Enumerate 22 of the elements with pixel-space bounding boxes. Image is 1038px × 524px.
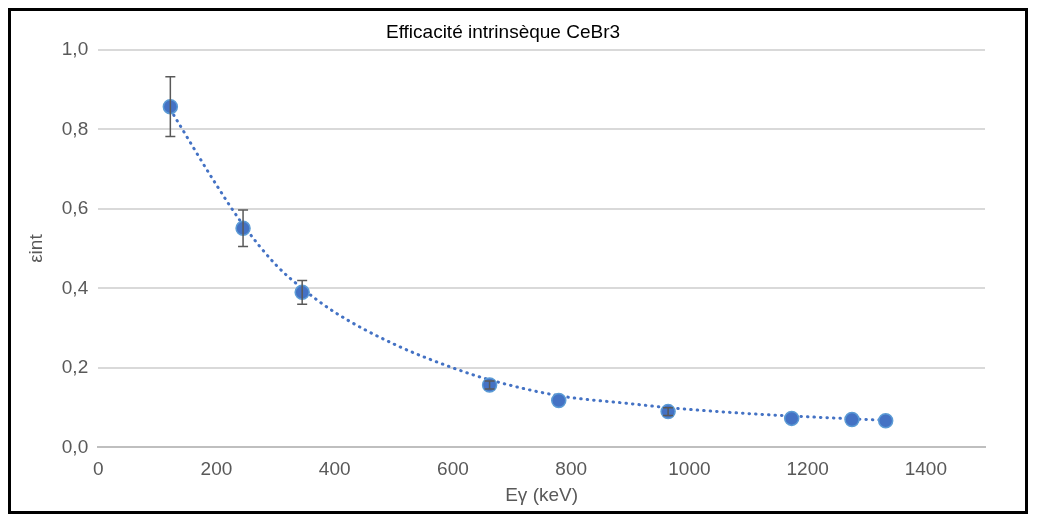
x-tick-label: 0 (92, 458, 104, 480)
y-tick-label: 0,6 (61, 197, 89, 219)
y-tick-label: 1,0 (61, 38, 89, 60)
point (551, 392, 567, 409)
point (877, 413, 894, 429)
y-tick-label: 0,2 (61, 356, 89, 378)
x-tick-label: 800 (555, 458, 588, 480)
y-axis-title: εint (24, 233, 46, 263)
x-tick-label: 600 (437, 458, 469, 480)
point (844, 411, 860, 428)
y-tick-label: 0,8 (61, 117, 89, 139)
x-tick-label: 400 (318, 458, 351, 480)
y-tick-label: 0,4 (61, 276, 89, 298)
x-tick-label: 1200 (786, 458, 829, 480)
point (783, 410, 800, 427)
x-tick-label: 1400 (904, 458, 948, 480)
x-axis-title: Eγ (keV) (505, 483, 579, 505)
point (162, 98, 179, 115)
x-tick-label: 1000 (668, 458, 711, 480)
chart-title: Efficacité intrinsèque CeBr3 (385, 20, 621, 42)
x-tick-label: 200 (200, 458, 233, 480)
y-tick-label: 0,0 (61, 435, 89, 457)
